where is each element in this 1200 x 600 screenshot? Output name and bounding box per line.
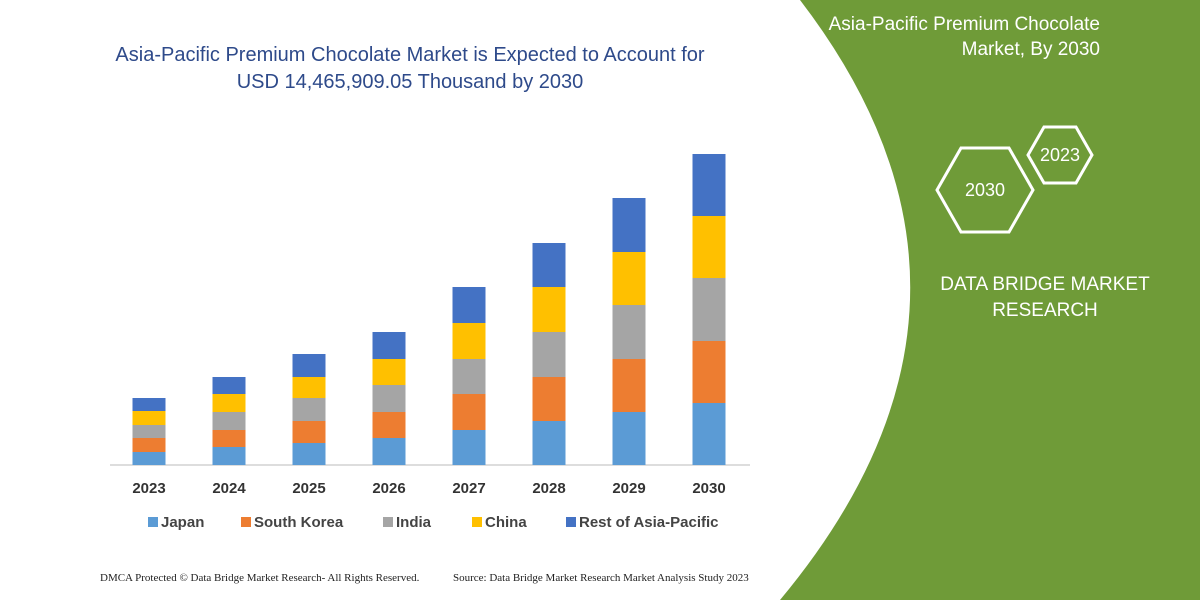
bar-segment <box>132 411 166 425</box>
bar-segment <box>212 447 246 465</box>
bar-segment <box>452 359 486 394</box>
bar-segment <box>532 287 566 332</box>
legend-label: Japan <box>161 514 204 531</box>
x-tick-label: 2028 <box>532 480 565 497</box>
bar-segment <box>612 305 646 359</box>
bar-segment <box>372 332 406 359</box>
bar-segment <box>132 398 166 411</box>
bar-segment <box>212 412 246 430</box>
legend-label: China <box>485 514 527 531</box>
x-tick-label: 2026 <box>372 480 405 497</box>
copyright: DMCA Protected © Data Bridge Market Rese… <box>100 572 420 584</box>
bar-segment <box>452 287 486 323</box>
legend-swatch <box>148 517 158 527</box>
bar-segment <box>692 154 726 216</box>
bar-segment <box>612 252 646 305</box>
bar-segment <box>532 332 566 377</box>
side-panel-bg <box>780 0 1200 600</box>
bar-segment <box>532 243 566 287</box>
brand: DATA BRIDGE MARKET RESEARCH <box>940 274 1150 321</box>
bar-segment <box>532 421 566 465</box>
x-tick-label: 2029 <box>612 480 645 497</box>
bar-segment <box>292 398 326 421</box>
bar-segment <box>132 438 166 452</box>
bar-segment <box>372 438 406 465</box>
bar-segment <box>292 443 326 465</box>
legend-swatch <box>566 517 576 527</box>
legend-label: South Korea <box>254 514 344 531</box>
x-tick-label: 2024 <box>212 480 246 497</box>
legend-swatch <box>383 517 393 527</box>
legend-swatch <box>241 517 251 527</box>
x-tick-label: 2023 <box>132 480 165 497</box>
bar-segment <box>292 377 326 398</box>
legend-swatch <box>472 517 482 527</box>
bar-segment <box>132 452 166 465</box>
legend-label: Rest of Asia-Pacific <box>579 514 719 531</box>
x-tick-label: 2025 <box>292 480 325 497</box>
bar-segment <box>372 385 406 412</box>
x-tick-label: 2030 <box>692 480 725 497</box>
bar-segment <box>612 412 646 465</box>
bar-segment <box>132 425 166 438</box>
bar-segment <box>212 430 246 447</box>
bar-segment <box>212 377 246 394</box>
source: Source: Data Bridge Market Research Mark… <box>453 572 749 584</box>
bar-segment <box>212 394 246 412</box>
legend-label: India <box>396 514 432 531</box>
bar-segment <box>532 377 566 421</box>
bar-segment <box>452 430 486 465</box>
bar-segment <box>692 341 726 403</box>
bar-segment <box>372 359 406 385</box>
bar-segment <box>692 278 726 341</box>
bar-segment <box>372 412 406 438</box>
bar-segment <box>292 354 326 377</box>
side-title: Asia-Pacific Premium Chocolate Market, B… <box>828 14 1100 60</box>
hexagon <box>1026 125 1094 185</box>
hexagon <box>935 146 1035 234</box>
hexagon-label: 2030 <box>965 180 1005 200</box>
chart-title: Asia-Pacific Premium Chocolate Market is… <box>115 44 705 93</box>
bar-segment <box>612 198 646 252</box>
bar-segment <box>452 323 486 359</box>
hexagon-label: 2023 <box>1040 145 1080 165</box>
x-tick-label: 2027 <box>452 480 485 497</box>
bar-segment <box>452 394 486 430</box>
bar-segment <box>692 403 726 465</box>
bar-segment <box>612 359 646 412</box>
bar-segment <box>292 421 326 443</box>
bar-segment <box>692 216 726 278</box>
